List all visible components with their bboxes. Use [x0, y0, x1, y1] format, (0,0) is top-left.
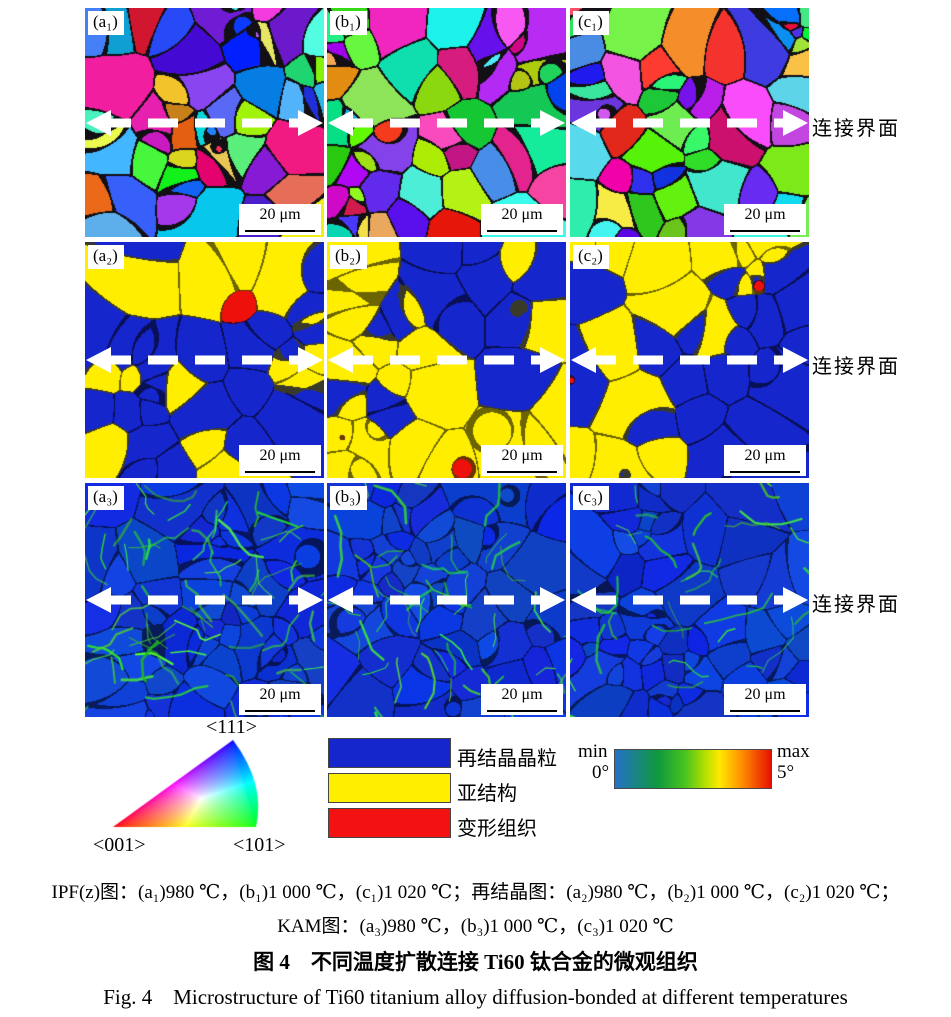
legend-swatch-deformed: [328, 808, 451, 838]
kam-min-label: min: [578, 741, 608, 762]
caption-title-cn: 图 4 不同温度扩散连接 Ti60 钛合金的微观组织: [253, 950, 698, 974]
ipf-label-111: <111>: [206, 716, 258, 738]
panel-c2: (c₂) 20 μm: [570, 242, 809, 478]
bond-interface-arrow: [328, 109, 565, 136]
scale-bar: 20 μm: [239, 684, 321, 715]
ipf-label-101: <101>: [233, 834, 286, 856]
bond-interface-arrow: [571, 587, 808, 613]
panel-label: (c₁): [573, 11, 609, 36]
scale-bar-text: 20 μm: [744, 206, 786, 223]
ipf-label-001: <001>: [93, 834, 146, 856]
bond-interface-arrow: [571, 347, 808, 373]
kam-color-bar: [614, 749, 772, 789]
scale-bar: 20 μm: [724, 204, 806, 235]
bond-interface-arrow: [86, 587, 323, 613]
scale-bar-line: [487, 471, 557, 473]
scale-bar-line: [245, 230, 315, 232]
scale-bar-line: [245, 710, 315, 712]
panel-c1: (c₁) 20 μm: [570, 8, 809, 237]
scale-bar-line: [730, 230, 800, 232]
interface-label-row1: 连接界面: [812, 118, 900, 140]
scale-bar-text: 20 μm: [259, 447, 301, 464]
panel-label: (a₁): [88, 11, 124, 36]
panel-a1: (a₁) 20 μm: [85, 8, 324, 237]
panel-label: (b₂): [330, 245, 367, 270]
bond-interface-arrow: [571, 109, 808, 136]
scale-bar-line: [730, 471, 800, 473]
scale-bar: 20 μm: [481, 684, 563, 715]
scale-bar: 20 μm: [481, 445, 563, 476]
scale-bar-line: [730, 710, 800, 712]
bond-interface-arrow: [86, 109, 323, 136]
scale-bar-line: [487, 710, 557, 712]
panel-a2: (a₂) 20 μm: [85, 242, 324, 478]
panel-label-text: (a₃): [93, 487, 118, 506]
bond-interface-arrow: [86, 347, 323, 373]
panel-label: (c₂): [573, 245, 609, 270]
scale-bar-text: 20 μm: [259, 686, 301, 703]
panel-label-text: (b₃): [335, 487, 361, 506]
scale-bar-line: [487, 230, 557, 232]
scale-bar-line: [245, 471, 315, 473]
scale-bar: 20 μm: [481, 204, 563, 235]
scale-bar: 20 μm: [724, 445, 806, 476]
scale-bar: 20 μm: [724, 684, 806, 715]
legend-label-deformed: 变形组织: [457, 818, 537, 840]
panel-a3: (a₃) 20 μm: [85, 483, 324, 717]
legend-label-recrystallized: 再结晶晶粒: [457, 748, 557, 770]
panel-c3: (c₃) 20 μm: [570, 483, 809, 717]
panel-b3: (b₃) 20 μm: [327, 483, 566, 717]
interface-label-row2: 连接界面: [812, 356, 900, 378]
scale-bar: 20 μm: [239, 204, 321, 235]
kam-max-label: max: [777, 741, 810, 762]
panel-label-text: (c₃): [578, 487, 603, 506]
kam-max-value: 5°: [777, 762, 795, 783]
panel-label-text: (b₂): [335, 246, 361, 265]
legend-label-substructure: 亚结构: [457, 783, 517, 805]
caption-title-en: Fig. 4 Microstructure of Ti60 titanium a…: [103, 985, 848, 1009]
legend-swatch-substructure: [328, 773, 451, 803]
scale-bar-text: 20 μm: [744, 447, 786, 464]
panel-label: (a₂): [88, 245, 124, 270]
caption-conditions-line2: KAM图：(a₃)980 ℃，(b₃)1 000 ℃，(c₃)1 020 ℃: [277, 916, 674, 937]
caption-conditions-line1: IPF(z)图：(a₁)980 ℃，(b₁)1 000 ℃，(c₁)1 020 …: [51, 882, 900, 903]
panel-label: (c₃): [573, 486, 609, 511]
scale-bar-text: 20 μm: [501, 206, 543, 223]
panel-label: (a₃): [88, 486, 124, 511]
bond-interface-arrow: [328, 587, 565, 613]
panel-b1: (b₁) 20 μm: [327, 8, 566, 237]
panel-b2: (b₂) 20 μm: [327, 242, 566, 478]
panel-label-text: (b₁): [335, 12, 361, 31]
scale-bar-text: 20 μm: [744, 686, 786, 703]
panel-label-text: (c₂): [578, 246, 603, 265]
scale-bar-text: 20 μm: [501, 447, 543, 464]
panel-label-text: (a₁): [93, 12, 118, 31]
panel-label-text: (c₁): [578, 12, 603, 31]
ipf-color-triangle: [106, 735, 268, 833]
panel-label: (b₁): [330, 11, 367, 36]
legend-swatch-recrystallized: [328, 738, 451, 768]
panel-label: (b₃): [330, 486, 367, 511]
bond-interface-arrow: [328, 347, 565, 373]
kam-min-value: 0°: [592, 762, 610, 783]
scale-bar-text: 20 μm: [501, 686, 543, 703]
scale-bar-text: 20 μm: [259, 206, 301, 223]
scale-bar: 20 μm: [239, 445, 321, 476]
panel-label-text: (a₂): [93, 246, 118, 265]
interface-label-row3: 连接界面: [812, 594, 900, 616]
